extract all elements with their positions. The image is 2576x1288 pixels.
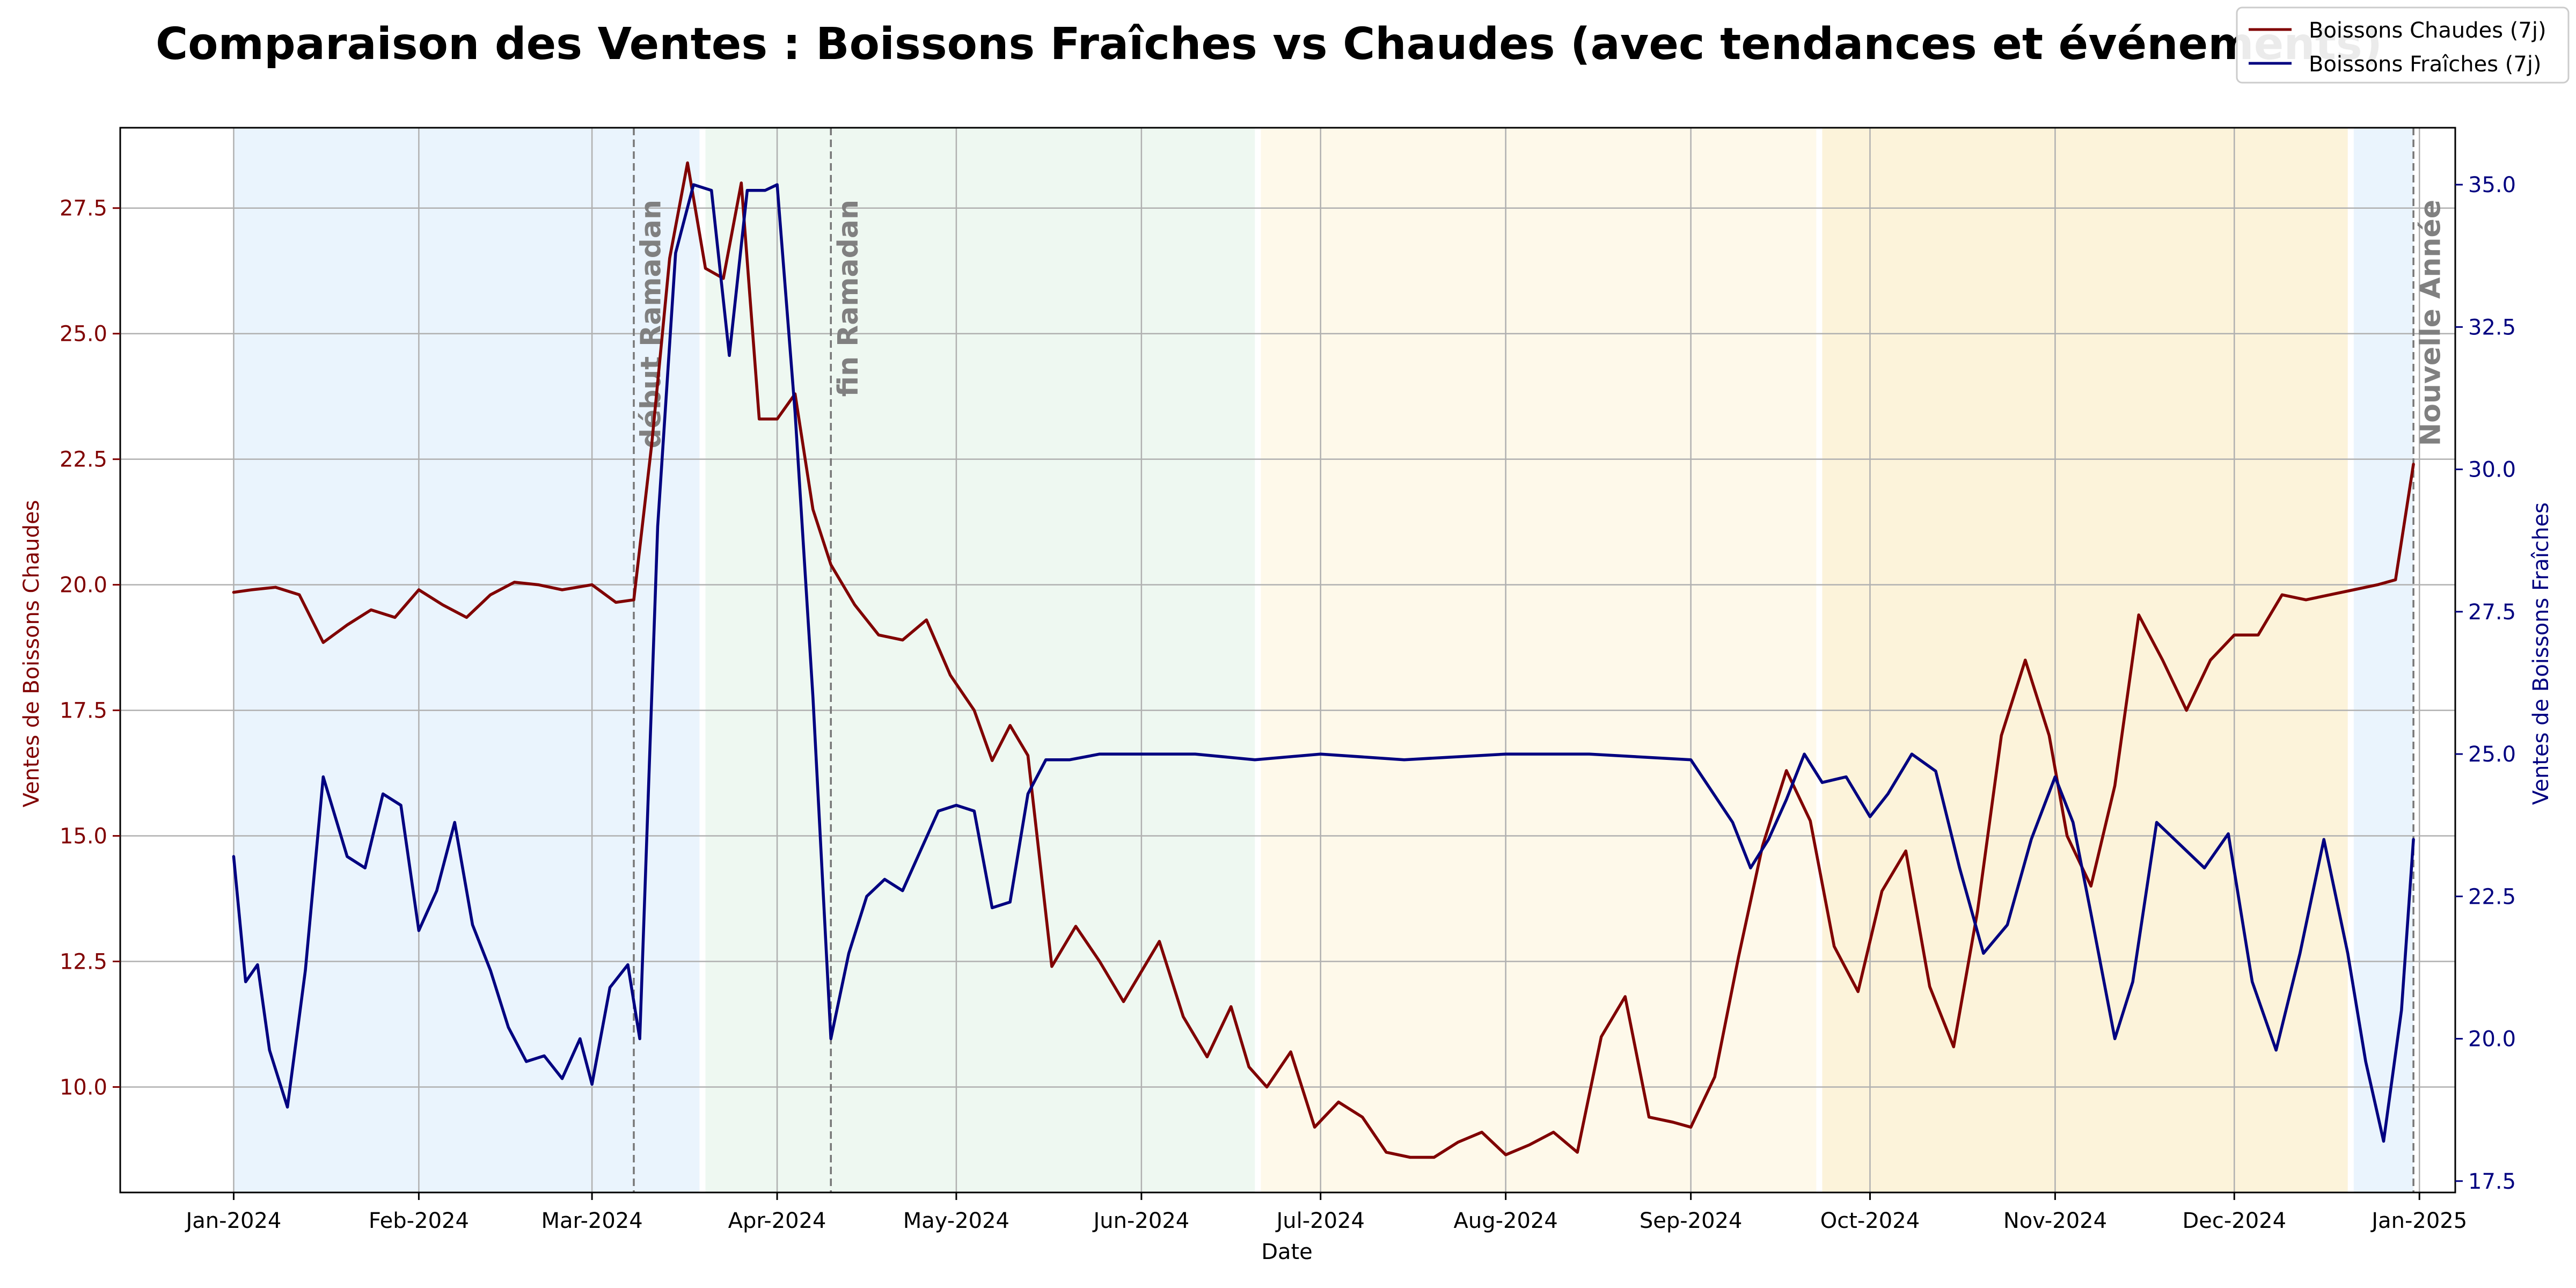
left-y-tick-label: 27.5 bbox=[60, 196, 107, 221]
series-line-hot-drinks bbox=[232, 161, 2415, 1159]
x-tick-label: Aug-2024 bbox=[1453, 1209, 1557, 1233]
legend: Boissons Chaudes (7j) Boissons Fraîches … bbox=[2236, 6, 2570, 84]
x-tick-label: Jan-2025 bbox=[2370, 1209, 2467, 1233]
x-tick-label: Jun-2024 bbox=[1092, 1209, 1189, 1233]
x-tick-label: Sep-2024 bbox=[1640, 1209, 1743, 1233]
left-y-tick-label: 22.5 bbox=[60, 448, 107, 472]
left-y-tick-label: 12.5 bbox=[60, 950, 107, 975]
legend-label-hot: Boissons Chaudes (7j) bbox=[2309, 18, 2546, 43]
season-bands bbox=[233, 128, 2414, 1192]
event-label: Nouvelle Année bbox=[2415, 200, 2447, 446]
x-tick-label: May-2024 bbox=[903, 1209, 1009, 1233]
left-y-tick-label: 15.0 bbox=[60, 824, 107, 849]
plot-frame bbox=[119, 127, 2456, 1194]
right-y-tick-label: 32.5 bbox=[2468, 315, 2516, 340]
chart-title: Comparaison des Ventes : Boissons Fraîch… bbox=[156, 19, 2382, 70]
right-y-axis-label: Ventes de Boissons Fraîches bbox=[2529, 502, 2553, 805]
right-y-tick-label: 20.0 bbox=[2468, 1027, 2516, 1052]
legend-frame bbox=[2236, 6, 2570, 84]
x-axis-label: Date bbox=[1261, 1240, 1313, 1264]
right-y-tick-label: 27.5 bbox=[2468, 600, 2516, 625]
right-y-tick-label: 25.0 bbox=[2468, 742, 2516, 767]
right-y-tick-label: 17.5 bbox=[2468, 1169, 2516, 1194]
left-y-tick-label: 10.0 bbox=[60, 1075, 107, 1100]
x-tick-label: Feb-2024 bbox=[369, 1209, 469, 1233]
left-y-axis-label: Ventes de Boissons Chaudes bbox=[19, 500, 44, 808]
season-band bbox=[705, 128, 1255, 1192]
x-tick-label: Mar-2024 bbox=[541, 1209, 643, 1233]
x-tick-label: Apr-2024 bbox=[728, 1209, 826, 1233]
right-y-tick-label: 35.0 bbox=[2468, 173, 2516, 197]
left-y-tick-label: 20.0 bbox=[60, 573, 107, 598]
season-band bbox=[1261, 128, 1817, 1192]
axes: Jan-2024 Feb-2024 Mar-2024 Apr-2024 May-2024… bbox=[60, 127, 2516, 1233]
x-tick-label: Dec-2024 bbox=[2182, 1209, 2286, 1233]
right-y-tick-label: 30.0 bbox=[2468, 458, 2516, 482]
x-tick-label: Oct-2024 bbox=[1820, 1209, 1920, 1233]
right-y-tick-label: 22.5 bbox=[2468, 884, 2516, 909]
series-lines bbox=[232, 161, 2415, 1159]
left-y-tick-label: 25.0 bbox=[60, 322, 107, 347]
season-band bbox=[233, 128, 700, 1192]
left-y-tick-label: 17.5 bbox=[60, 699, 107, 723]
season-band bbox=[2353, 128, 2414, 1192]
series-line-cold-drinks bbox=[232, 183, 2415, 1143]
x-tick-label: Jul-2024 bbox=[1275, 1209, 1365, 1233]
season-band bbox=[1822, 128, 2348, 1192]
x-tick-label: Jan-2024 bbox=[184, 1209, 281, 1233]
event-label: fin Ramadan bbox=[832, 200, 865, 397]
x-tick-label: Nov-2024 bbox=[2003, 1209, 2107, 1233]
legend-label-cold: Boissons Fraîches (7j) bbox=[2309, 52, 2542, 77]
